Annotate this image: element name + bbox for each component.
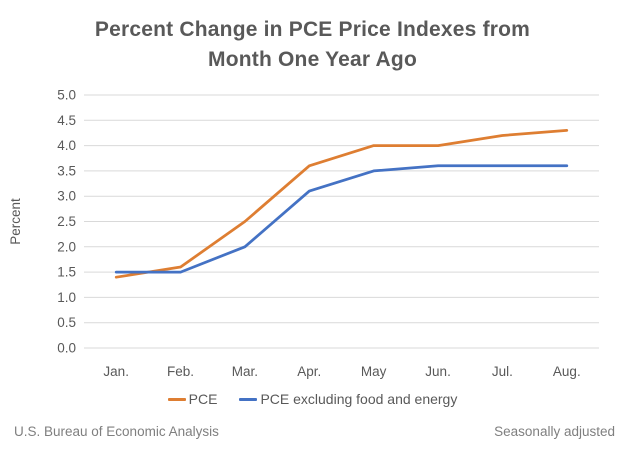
x-tick-label: Feb. — [167, 364, 194, 379]
series-lines — [114, 129, 569, 279]
source-attribution: U.S. Bureau of Economic Analysis — [14, 424, 219, 439]
footer: U.S. Bureau of Economic Analysis Seasona… — [0, 424, 625, 439]
y-tick-label: 0.5 — [57, 315, 76, 330]
x-tick-label: Apr. — [297, 364, 321, 379]
y-tick-label: 4.0 — [57, 138, 76, 153]
y-tick-label: 2.5 — [57, 214, 76, 229]
chart-title-line1: Percent Change in PCE Price Indexes from — [94, 18, 531, 41]
pce-line-swatch — [167, 397, 186, 401]
seasonal-adjustment-note: Seasonally adjusted — [494, 424, 615, 439]
legend-item-pce: PCE — [167, 391, 218, 407]
y-tick-label: 1.0 — [57, 290, 76, 305]
y-axis-title: Percent — [8, 198, 23, 245]
legend-label-core-pce: PCE excluding food and energy — [260, 391, 458, 407]
legend-label-pce: PCE — [188, 391, 218, 407]
core-pce-line-swatch — [239, 397, 258, 401]
chart-title: Percent Change in PCE Price Indexes from… — [0, 15, 625, 75]
x-tick-label: Mar. — [232, 364, 258, 379]
x-tick-label: May — [361, 364, 387, 379]
gridlines — [84, 94, 599, 349]
chart-title-line2: Month One Year Ago — [208, 48, 417, 71]
series-line-core-pce — [114, 164, 569, 274]
y-tick-label: 3.0 — [57, 189, 76, 204]
y-tick-label: 3.5 — [57, 163, 76, 178]
x-tick-label: Jun. — [425, 364, 451, 379]
series-line-pce — [114, 129, 569, 279]
x-axis-tick-labels: Jan. Feb. Mar. Apr. May Jun. Jul. Aug. — [103, 364, 580, 379]
y-axis-tick-labels: 0.0 0.5 1.0 1.5 2.0 2.5 3.0 3.5 4.0 4.5 5.0 — [57, 88, 76, 356]
legend: PCE PCE excluding food and energy — [0, 391, 625, 407]
x-tick-label: Aug. — [553, 364, 581, 379]
y-tick-label: 4.5 — [57, 113, 76, 128]
y-tick-label: 2.0 — [57, 239, 76, 254]
y-tick-label: 5.0 — [57, 88, 76, 103]
y-tick-label: 1.5 — [57, 265, 76, 280]
legend-item-core-pce: PCE excluding food and energy — [239, 391, 457, 407]
x-tick-label: Jul. — [492, 364, 513, 379]
y-tick-label: 0.0 — [57, 341, 76, 356]
x-tick-label: Jan. — [103, 364, 129, 379]
